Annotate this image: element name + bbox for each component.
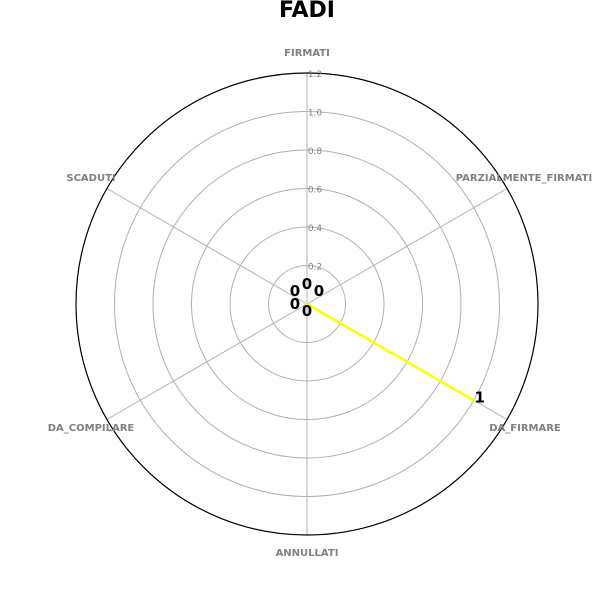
labels: 0.2 0.4 0.6 0.8 1.0 1.2 FIRMATI PARZIALMENTE_FI… — [48, 48, 592, 559]
series — [305, 302, 475, 402]
r-tick-label: 0.8 — [308, 147, 323, 157]
category-label: FIRMATI — [284, 48, 330, 59]
r-tick-label: 1.0 — [308, 109, 323, 119]
outer-frame — [75, 72, 539, 536]
r-tick-label: 1.2 — [308, 70, 322, 80]
data-label: 0 — [302, 302, 312, 320]
data-label: 0 — [290, 295, 300, 313]
spoke-line — [306, 188, 508, 305]
r-tick-label: 0.2 — [308, 263, 322, 273]
data-label: 1 — [474, 388, 484, 406]
spoke-line — [106, 303, 308, 420]
category-label: PARZIALMENTE_FIRMATI — [456, 173, 592, 184]
grid — [75, 72, 539, 536]
category-label: DA_COMPILARE — [48, 423, 135, 434]
data-label: 0 — [314, 282, 324, 300]
data-label: 0 — [290, 282, 300, 300]
category-label: ANNULLATI — [276, 548, 339, 559]
r-tick-label: 0.4 — [308, 224, 323, 234]
data-label: 0 — [302, 275, 312, 293]
chart-title: FADI — [279, 0, 335, 23]
series-line — [305, 302, 475, 402]
r-tick-label: 0.6 — [308, 186, 323, 196]
spoke-line — [106, 188, 308, 305]
category-label: SCADUTI — [66, 173, 115, 184]
category-label: DA_FIRMARE — [489, 423, 561, 434]
